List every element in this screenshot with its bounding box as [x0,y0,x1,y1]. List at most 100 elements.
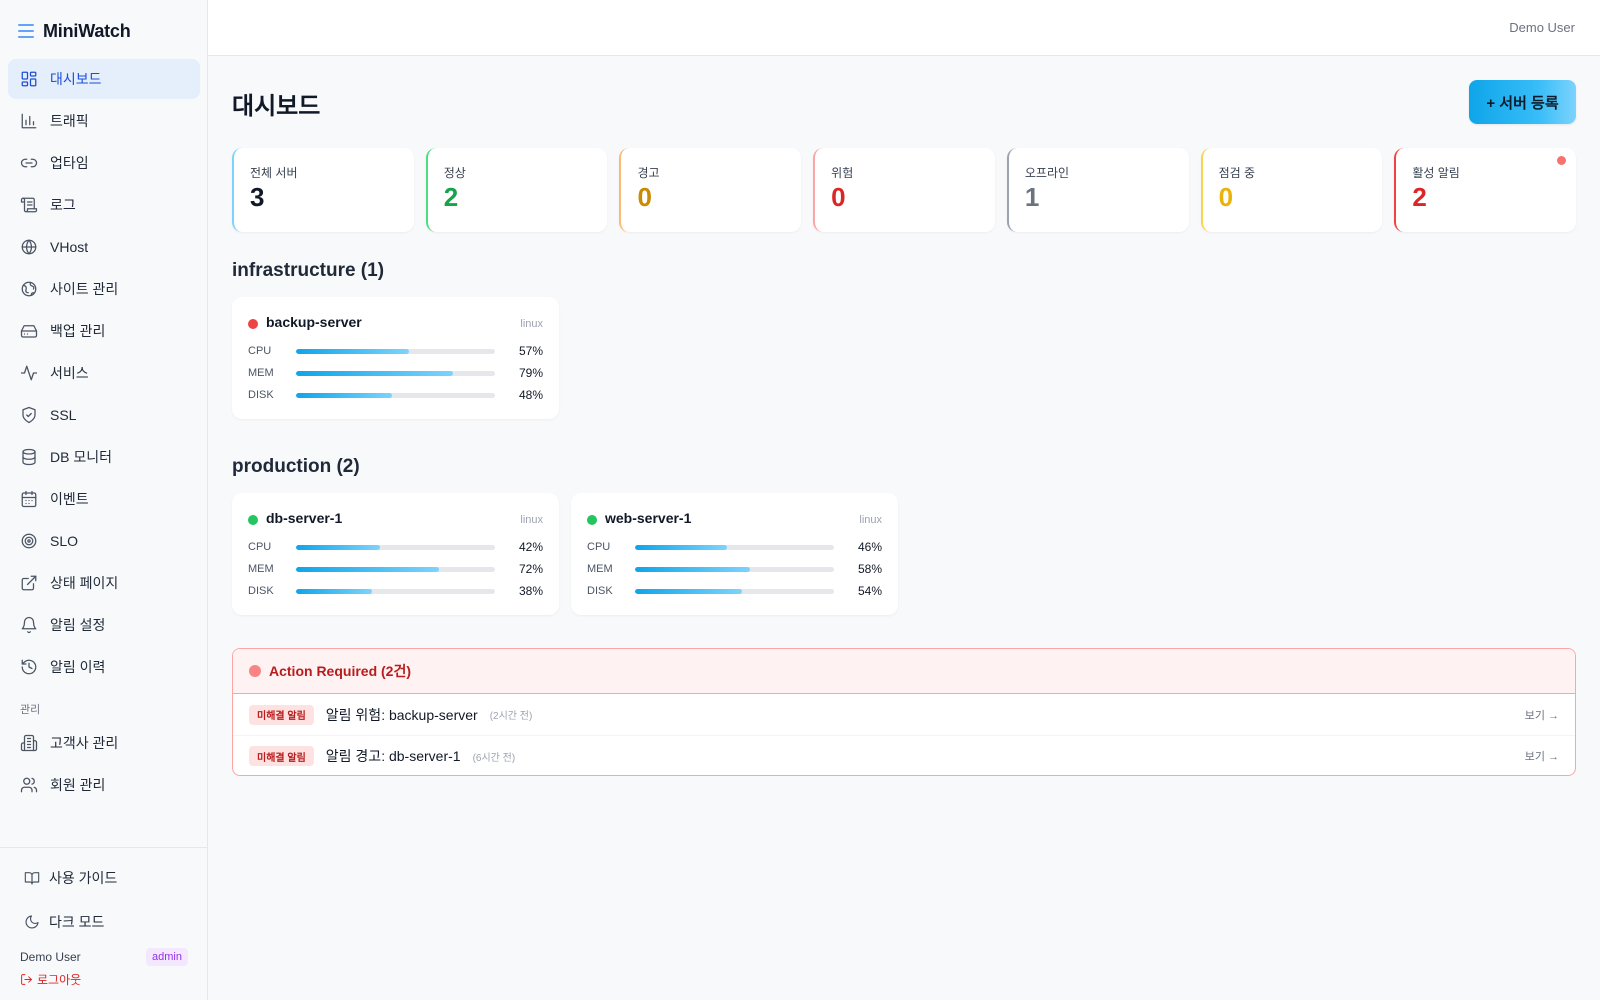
sidebar-item-label: SLO [50,533,79,549]
metric-disk: DISK 48% [248,388,543,402]
stat-card-offline[interactable]: 오프라인 1 [1006,148,1189,232]
stat-card-warning[interactable]: 경고 0 [619,148,802,232]
server-name: db-server-1 [266,510,343,526]
brand: MiniWatch [18,18,131,44]
bar-chart-icon [20,112,38,130]
stat-card-maintenance[interactable]: 점검 중 0 [1200,148,1383,232]
metric-label: CPU [587,541,611,553]
stat-value: 0 [637,182,652,212]
metric-label: MEM [248,367,274,379]
alert-time: (6시간 전) [472,752,516,764]
metric-value: 54% [857,584,882,598]
sidebar-item-label: 사이트 관리 [50,281,119,297]
guide-link[interactable]: 사용 가이드 [24,867,117,889]
bell-icon [20,616,38,634]
sidebar-item-dashboard[interactable]: 대시보드 [8,59,200,99]
server-os: linux [520,318,543,330]
stat-value: 2 [443,182,459,212]
alert-row[interactable]: 미해결 알림 알림 경고: db-server-1 (6시간 전) 보기 → [233,735,1575,775]
sidebar-item-label: 대시보드 [50,71,102,87]
sidebar-item-services[interactable]: 서비스 [8,353,200,393]
metric-fill [296,545,380,550]
sidebar-item-backup[interactable]: 백업 관리 [8,311,200,351]
role-badge: admin [146,948,188,966]
sites-globe-icon [20,280,38,298]
metric-track [296,371,495,376]
sidebar-item-customers[interactable]: 고객사 관리 [8,723,200,763]
sidebar-item-alert-settings[interactable]: 알림 설정 [8,605,200,645]
unresolved-badge: 미해결 알림 [249,704,314,725]
metric-track [635,589,834,594]
sidebar-item-label: 알림 설정 [50,617,106,633]
sidebar-item-db-monitor[interactable]: DB 모니터 [8,437,200,477]
status-dot [248,515,258,525]
alert-time: (2시간 전) [489,711,533,722]
metric-fill [296,349,410,354]
sidebar-item-label: 트래픽 [50,113,89,129]
alert-text: 알림 위험: backup-server [325,706,478,723]
logout-icon [21,974,32,985]
globe-icon [20,238,38,256]
server-name: backup-server [266,314,362,330]
sidebar-item-events[interactable]: 이벤트 [8,479,200,519]
sidebar-item-members[interactable]: 회원 관리 [8,765,200,805]
sidebar-item-sites[interactable]: 사이트 관리 [8,269,200,309]
add-server-button[interactable]: + 서버 등록 [1469,80,1576,124]
menu-icon[interactable] [18,24,34,38]
metric-disk: DISK 38% [248,584,543,598]
scroll-icon [20,196,38,214]
stat-card-active-alerts[interactable]: 활성 알림 2 [1394,148,1577,232]
sidebar-item-logs[interactable]: 로그 [8,185,200,225]
stat-card-total[interactable]: 전체 서버 3 [232,148,414,232]
alert-dot-icon [249,665,261,677]
sidebar-item-vhost[interactable]: VHost [8,227,200,267]
server-card[interactable]: db-server-1 linux CPU 42% MEM 72% DISK 3… [232,493,559,615]
stat-label: 활성 알림 [1412,166,1460,180]
action-required-panel: Action Required (2건) 미해결 알림 알림 위험: backu… [232,648,1576,776]
logout-button[interactable]: 로그아웃 [20,971,81,988]
stat-card-critical[interactable]: 위험 0 [813,148,995,232]
status-dot [248,319,258,329]
metric-value: 48% [518,388,543,402]
history-icon [20,658,38,676]
sidebar-item-label: VHost [50,239,89,255]
metric-value: 42% [518,540,543,554]
view-alert-link[interactable]: 보기 → [1524,751,1559,763]
sidebar-item-label: DB 모니터 [50,449,112,465]
sidebar-item-uptime[interactable]: 업타임 [8,143,200,183]
stat-card-normal[interactable]: 정상 2 [425,148,608,232]
building-icon [20,734,38,752]
dark-mode-toggle[interactable]: 다크 모드 [24,911,104,933]
metric-cpu: CPU 42% [248,540,543,554]
metric-track [296,545,495,550]
metric-mem: MEM 58% [587,562,882,576]
stat-label: 점검 중 [1218,166,1256,180]
metric-track [296,567,495,572]
sidebar-item-slo[interactable]: SLO [8,521,200,561]
sidebar-item-status-page[interactable]: 상태 페이지 [8,563,200,603]
alert-indicator-dot [1557,156,1567,165]
sidebar-nav: 대시보드 트래픽 업타임 로그 VHost 사이트 관리 백업 관리 서비스 [8,59,200,807]
metric-label: DISK [248,389,274,401]
guide-label: 사용 가이드 [49,870,118,886]
server-card[interactable]: web-server-1 linux CPU 46% MEM 58% DISK … [571,493,898,615]
topbar-user[interactable]: Demo User [1509,20,1575,35]
stat-label: 전체 서버 [250,166,298,180]
stat-label: 정상 [443,166,466,180]
view-alert-link[interactable]: 보기 → [1524,709,1559,722]
unresolved-badge: 미해결 알림 [249,746,314,766]
external-link-icon [20,574,38,592]
alert-row[interactable]: 미해결 알림 알림 위험: backup-server (2시간 전) 보기 → [233,694,1575,735]
sidebar-item-label: 로그 [50,197,76,213]
dashboard-icon [20,70,38,88]
sidebar-item-label: 상태 페이지 [50,575,119,591]
sidebar-item-alert-history[interactable]: 알림 이력 [8,647,200,687]
sidebar-item-traffic[interactable]: 트래픽 [8,101,200,141]
stats-row: 전체 서버 3 정상 2 경고 0 위험 0 오프라인 1 점검 중 0 활성 … [232,148,1577,232]
server-os: linux [859,514,882,526]
sidebar: MiniWatch 대시보드 트래픽 업타임 로그 VHost 사이트 관리 [0,0,208,1000]
metric-mem: MEM 79% [248,366,543,380]
server-card[interactable]: backup-server linux CPU 57% MEM 79% DISK… [232,297,559,419]
metric-fill [296,567,440,572]
sidebar-item-ssl[interactable]: SSL [8,395,200,435]
